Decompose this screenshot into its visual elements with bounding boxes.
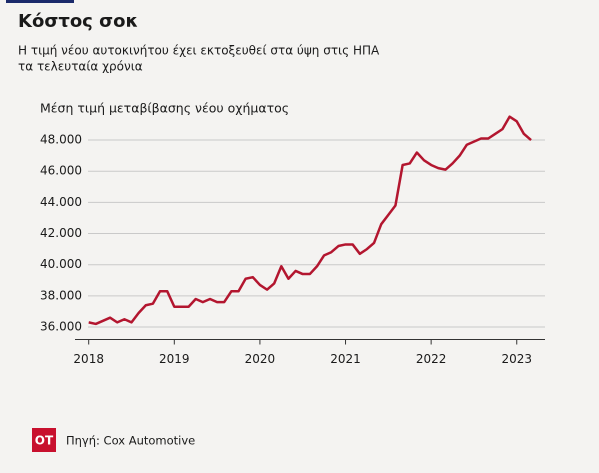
logo-box — [32, 428, 56, 452]
y-tick-label: 42.000 — [40, 226, 82, 240]
y-tick-label: 36.000 — [40, 320, 82, 334]
source: Πηγή: Cox Automotive — [66, 434, 195, 448]
x-tick-label: 2023 — [501, 352, 532, 366]
x-tick-label: 2022 — [416, 352, 447, 366]
y-tick-label: 46.000 — [40, 164, 82, 178]
x-tick-label: 2021 — [330, 352, 361, 366]
subtitle: τα τελευταία χρόνια — [18, 60, 143, 74]
subtitle: Η τιμή νέου αυτοκινήτου έχει εκτοξευθεί … — [18, 44, 380, 58]
y-tick-label: 38.000 — [40, 288, 82, 302]
y-tick-label: 44.000 — [40, 195, 82, 209]
y-tick-label: 48.000 — [40, 133, 82, 147]
y-tick-label: 40.000 — [40, 257, 82, 271]
line — [88, 115, 532, 326]
accent-bar — [6, 0, 74, 3]
x-tick-label: 2019 — [159, 352, 190, 366]
logo: OT — [35, 434, 54, 448]
x-tick-label: 2020 — [245, 352, 276, 366]
y-axis-label: Μέση τιμή μεταβίβασης νέου οχήματος — [40, 101, 289, 116]
x-tick-label: 2018 — [73, 352, 104, 366]
chart-title: Κόστος σοκ — [18, 11, 138, 32]
